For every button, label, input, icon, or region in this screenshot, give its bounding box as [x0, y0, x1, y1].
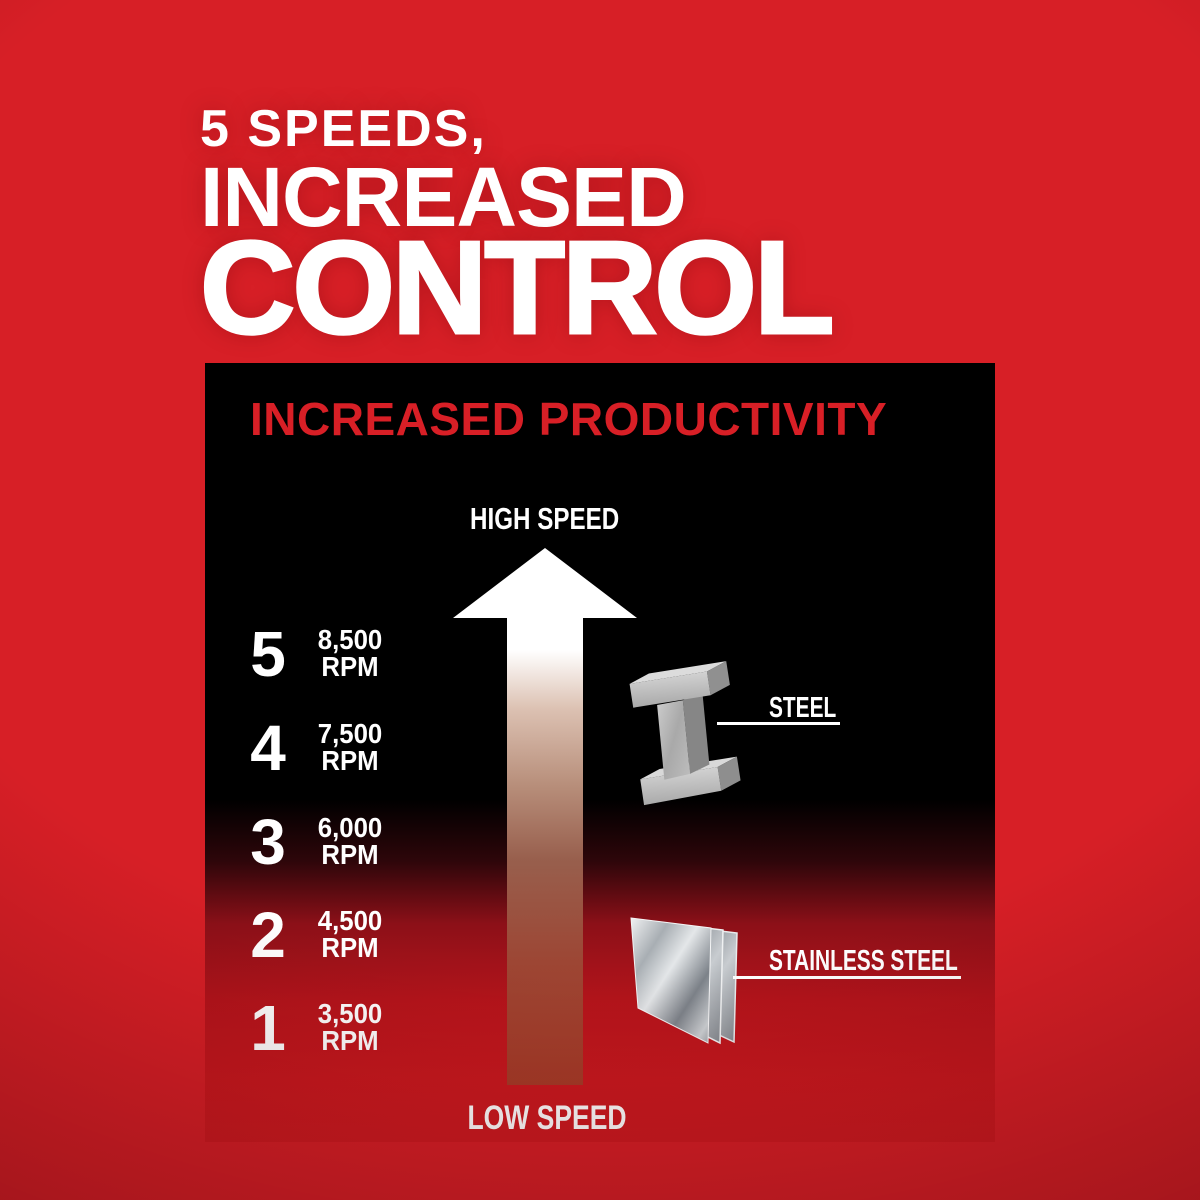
rpm-block: 6,000 RPM — [307, 812, 393, 870]
speed-gradient-up-arrow-icon — [453, 548, 637, 1085]
stainless-steel-sheets-icon — [630, 917, 738, 1045]
rpm-unit: RPM — [321, 745, 379, 776]
speed-row-1: 1 3,500 RPM — [233, 995, 413, 1061]
sheets-group — [630, 917, 738, 1045]
high-speed-text: HIGH SPEED — [470, 501, 620, 536]
rpm-block: 8,500 RPM — [307, 624, 393, 682]
stainless-steel-callout-line — [733, 976, 961, 979]
rpm-value: 4,500 — [317, 905, 383, 937]
rpm-unit: RPM — [321, 839, 379, 870]
steel-label: STEEL — [769, 694, 862, 723]
speed-row-4: 4 7,500 RPM — [233, 715, 413, 781]
steel-ibeam-icon — [629, 661, 741, 806]
speed-row-3: 3 6,000 RPM — [233, 809, 413, 875]
rpm-value: 8,500 — [317, 624, 383, 656]
speed-row-2: 2 4,500 RPM — [233, 902, 413, 968]
speed-row-5: 5 8,500 RPM — [233, 621, 413, 687]
high-speed-label: HIGH SPEED — [445, 503, 645, 534]
steel-callout-line — [717, 722, 840, 725]
speed-number: 1 — [250, 992, 286, 1064]
arrow-shape — [453, 548, 637, 1085]
rpm-block: 7,500 RPM — [307, 718, 393, 776]
rpm-unit: RPM — [321, 651, 379, 682]
rpm-value: 6,000 — [317, 812, 383, 844]
rpm-value: 3,500 — [317, 998, 383, 1030]
stainless-steel-label-text: STAINLESS STEEL — [769, 945, 958, 977]
rpm-block: 3,500 RPM — [307, 998, 393, 1056]
headline-line-2: INCREASED — [200, 150, 687, 244]
panel-title: INCREASED PRODUCTIVITY — [250, 393, 888, 445]
productivity-panel: INCREASED PRODUCTIVITY HIGH SPEED — [205, 363, 995, 1142]
rpm-block: 4,500 RPM — [307, 905, 393, 963]
speed-number: 4 — [250, 712, 286, 784]
speed-number: 5 — [250, 618, 286, 690]
steel-label-text: STEEL — [769, 692, 837, 724]
speed-number: 3 — [250, 806, 286, 878]
rpm-value: 7,500 — [317, 718, 383, 750]
speed-number: 2 — [250, 899, 286, 971]
stainless-steel-label: STAINLESS STEEL — [769, 947, 1031, 976]
headline-line-3: CONTROL — [199, 214, 837, 361]
headline-line-1: 5 SPEEDS, — [200, 100, 487, 158]
ibeam-group — [629, 661, 741, 806]
low-speed-label: LOW SPEED — [445, 1101, 645, 1135]
rpm-unit: RPM — [321, 1025, 379, 1056]
rpm-unit: RPM — [321, 932, 379, 963]
low-speed-text: LOW SPEED — [467, 1099, 627, 1137]
